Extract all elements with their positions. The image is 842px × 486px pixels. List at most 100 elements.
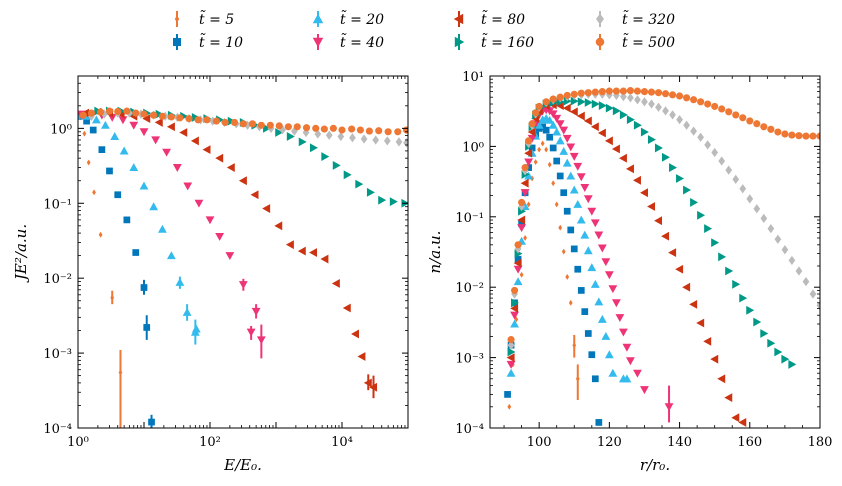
right-point-t500: [542, 98, 550, 106]
right-point-t80: [675, 264, 684, 274]
right-point-t500: [570, 90, 578, 98]
right-point-t80: [562, 103, 571, 113]
left-point-t80: [342, 303, 351, 313]
right-point-t500: [711, 102, 719, 110]
legend-entry-t500: t̃ = 500: [595, 32, 675, 51]
left-point-t500: [140, 110, 148, 118]
right-point-t40: [513, 265, 523, 274]
right-point-t40: [611, 299, 621, 308]
right-point-t20: [573, 199, 583, 208]
right-point-t80: [524, 148, 533, 158]
right-point-t500: [718, 105, 726, 113]
left-point-t80: [142, 114, 151, 124]
left-point-t160: [378, 195, 387, 205]
left-point-t5: [86, 159, 91, 166]
left-point-t500: [365, 127, 373, 135]
left-point-t160: [355, 179, 364, 189]
right-point-t500: [525, 137, 533, 145]
right-point-t40: [517, 224, 527, 233]
right-point-t500: [577, 89, 585, 97]
right-point-t160: [746, 305, 755, 315]
left-point-t500: [97, 108, 105, 116]
left-point-t500: [105, 107, 114, 115]
right-point-t80: [682, 282, 691, 292]
right-point-t40: [640, 386, 649, 395]
right-point-t500: [619, 87, 627, 95]
left-point-t5: [92, 189, 96, 196]
left-point-t80: [285, 240, 294, 250]
right-point-t320: [718, 156, 726, 166]
right-point-t5: [572, 342, 577, 349]
left-xtick-label: 10²: [199, 435, 221, 450]
right-point-t160: [518, 206, 527, 216]
left-point-t160: [343, 170, 352, 180]
left-point-t500: [167, 113, 175, 121]
right-point-t320: [690, 126, 697, 136]
right-point-t80: [717, 374, 726, 384]
right-point-t320: [788, 255, 796, 266]
right-point-t320: [620, 91, 627, 102]
left-point-t320: [314, 129, 322, 139]
left-point-t500: [275, 122, 283, 130]
legend-entry-t80: t̃ = 80: [453, 9, 525, 28]
right-point-t5: [519, 271, 524, 278]
right-point-t10: [539, 123, 547, 131]
right-point-t10: [570, 245, 578, 253]
right-point-t500: [676, 92, 684, 100]
left-point-t40: [162, 148, 172, 157]
right-point-t40: [664, 403, 674, 412]
left-point-t10: [83, 117, 90, 125]
left-point-t80: [262, 204, 271, 213]
right-point-t160: [605, 103, 614, 113]
right-point-t500: [668, 91, 677, 99]
left-point-t80: [190, 136, 199, 146]
right-point-t160: [511, 298, 519, 308]
right-point-t160: [626, 115, 635, 125]
left-point-t80: [363, 378, 372, 388]
right-axes-frame: [489, 75, 821, 429]
left-ytick-label: 10⁻²: [43, 272, 72, 287]
legend-label-t40: t̃ = 40: [340, 32, 384, 51]
right-point-t160: [718, 252, 727, 262]
right-point-t500: [640, 88, 649, 96]
left-point-t20: [100, 120, 110, 129]
right-ytick-label: 10⁻³: [455, 352, 484, 367]
right-point-t500: [739, 114, 747, 122]
right-point-t5: [526, 201, 531, 208]
right-point-t20: [534, 120, 544, 129]
right-point-t10: [546, 133, 554, 141]
left-point-t500: [176, 114, 184, 122]
right-point-t40: [594, 231, 604, 240]
left-series-t500: [79, 107, 408, 136]
right-point-t5: [533, 159, 538, 165]
right-point-t5: [547, 161, 552, 168]
right-point-t500: [690, 96, 698, 104]
right-point-t80: [668, 248, 677, 258]
right-point-t20: [580, 230, 590, 239]
right-point-t10: [577, 287, 585, 294]
right-ylabel: n/a.u.: [426, 231, 444, 274]
right-point-t20: [545, 115, 555, 124]
right-point-t20: [608, 368, 618, 377]
left-point-t20: [139, 181, 149, 190]
left-point-t40: [205, 216, 215, 225]
right-point-t5: [561, 248, 566, 255]
right-point-t320: [767, 223, 775, 234]
left-point-t500: [87, 109, 96, 117]
right-ticks: 10⁻⁴ 10⁻³ 10⁻² 10⁻¹ 10⁰ 10¹ 100 120 140 160 180: [455, 70, 832, 450]
left-point-t80: [357, 352, 366, 361]
right-point-t160: [598, 101, 607, 110]
right-point-t40: [576, 173, 586, 182]
left-point-t500: [257, 121, 265, 129]
left-point-t40: [238, 281, 248, 290]
right-point-t10: [556, 172, 564, 180]
right-point-t500: [612, 87, 620, 95]
legend-label-t80: t̃ = 80: [481, 9, 525, 28]
left-point-t500: [239, 120, 247, 128]
right-xtick-label: 160: [737, 435, 762, 450]
left-point-t500: [194, 116, 202, 124]
right-point-t160: [676, 174, 684, 183]
right-point-t40: [569, 152, 579, 161]
right-point-t40: [506, 360, 516, 369]
right-point-t40: [552, 114, 562, 123]
